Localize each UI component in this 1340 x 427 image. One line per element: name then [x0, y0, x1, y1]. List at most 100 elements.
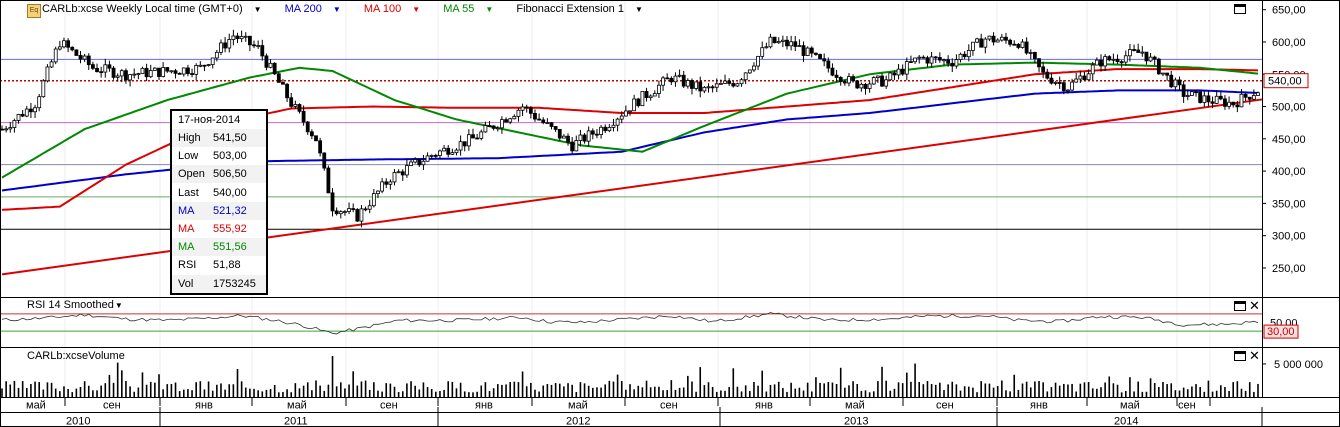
candle-body: [495, 127, 500, 130]
candle-body: [603, 126, 608, 132]
candle-body: [685, 80, 690, 87]
candle-body: [747, 69, 752, 74]
candle-body: [628, 110, 632, 113]
candle-body: [574, 140, 579, 152]
candle-body: [400, 171, 405, 176]
candle-body: [971, 41, 975, 51]
candle-body: [909, 61, 913, 63]
candle-body: [1099, 59, 1103, 67]
last-price-box: [1263, 73, 1309, 89]
chart-settings-icon[interactable]: Eq: [27, 4, 41, 18]
candle-body: [942, 59, 946, 62]
candle-body: [1181, 84, 1186, 97]
candle-body: [301, 110, 306, 123]
candle-body: [429, 154, 434, 157]
month-label: май: [845, 400, 865, 412]
candle-body: [388, 181, 393, 185]
maximize-volume-icon[interactable]: [1234, 351, 1246, 361]
candle-body: [471, 134, 475, 139]
candle-body: [727, 80, 732, 84]
candle-body: [95, 67, 99, 73]
candle-body: [396, 171, 401, 174]
candle-body: [1214, 95, 1219, 104]
close-volume-icon[interactable]: ✕: [1249, 348, 1260, 363]
candle-body: [1119, 61, 1124, 64]
candle-body: [1218, 95, 1223, 100]
candle-body: [900, 68, 905, 75]
candle-body: [537, 118, 542, 121]
candle-body: [347, 208, 351, 212]
price-tick-label: 650,00: [1272, 5, 1306, 17]
candle-body: [144, 67, 149, 78]
candle-body: [723, 80, 727, 84]
candle-body: [198, 64, 203, 67]
info-row: MA 521,32: [178, 202, 247, 220]
price-tick-label: 350,00: [1272, 198, 1306, 210]
candle-body: [49, 61, 54, 68]
candle-body: [752, 65, 756, 71]
candle-body: [640, 91, 645, 107]
indicator-ma200[interactable]: MA 200 ▼: [284, 3, 341, 15]
price-tick-label: 450,00: [1272, 134, 1306, 146]
maximize-rsi-icon[interactable]: [1234, 301, 1246, 311]
candle-body: [1078, 75, 1083, 80]
candle-body: [1239, 93, 1244, 108]
month-label: сен: [1178, 400, 1196, 412]
candle-body: [413, 159, 418, 163]
candle-body: [37, 96, 42, 109]
rsi-pane-label[interactable]: RSI 14 Smoothed▼: [27, 299, 123, 311]
candle-body: [1231, 101, 1236, 106]
candle-body: [433, 154, 438, 157]
candle-body: [1082, 75, 1087, 81]
indicator-ma100[interactable]: MA 100 ▼: [363, 3, 421, 15]
candle-body: [566, 135, 570, 143]
candle-body: [1057, 82, 1062, 84]
candle-body: [1165, 72, 1170, 76]
candle-body: [557, 128, 562, 139]
info-key: RSI: [178, 259, 197, 272]
candle-body: [669, 77, 674, 83]
close-rsi-icon[interactable]: ✕: [1249, 298, 1260, 313]
candle-body: [305, 121, 310, 133]
candle-body: [776, 41, 781, 44]
indicator-ma55[interactable]: MA 55 ▼: [443, 3, 494, 15]
candle-body: [710, 86, 715, 89]
candle-body: [842, 81, 847, 84]
candle-body: [553, 126, 558, 130]
candle-body: [500, 119, 504, 129]
month-label: янв: [195, 400, 213, 412]
candle-body: [706, 86, 711, 89]
indicator-fibonacci[interactable]: Fibonacci Extension 1 ▼: [516, 3, 643, 15]
candle-body: [880, 75, 884, 87]
rsi-series: [0, 312, 1262, 335]
candle-body: [359, 208, 364, 222]
candle-body: [793, 41, 798, 47]
candle-body: [995, 39, 1000, 43]
candle-body: [1020, 41, 1025, 48]
candle-body: [20, 113, 25, 117]
candle-body: [1185, 95, 1190, 97]
symbol-title[interactable]: CARLb:xcse Weekly Local time (GMT+0) ▼: [42, 3, 262, 15]
candle-body: [838, 77, 843, 83]
info-key: Low: [178, 150, 199, 163]
maximize-pane-icon[interactable]: [1234, 4, 1246, 14]
candle-body: [264, 55, 269, 68]
candle-body: [859, 83, 864, 89]
candle-body: [512, 116, 517, 120]
month-label: май: [568, 400, 588, 412]
volume-pane-label[interactable]: CARLb:xcseVolume: [27, 350, 125, 362]
candle-body: [285, 83, 289, 99]
info-row-bg: [172, 201, 266, 220]
candle-body: [665, 77, 670, 80]
candle-body: [1169, 74, 1174, 88]
candle-body: [677, 74, 682, 77]
candle-body: [1161, 72, 1165, 75]
candle-body: [714, 83, 719, 88]
candle-body: [78, 55, 83, 60]
candle-body: [855, 80, 860, 89]
month-label: май: [1120, 400, 1140, 412]
candle-body: [1004, 36, 1008, 41]
info-key: High: [178, 132, 201, 144]
candle-body: [181, 67, 186, 75]
